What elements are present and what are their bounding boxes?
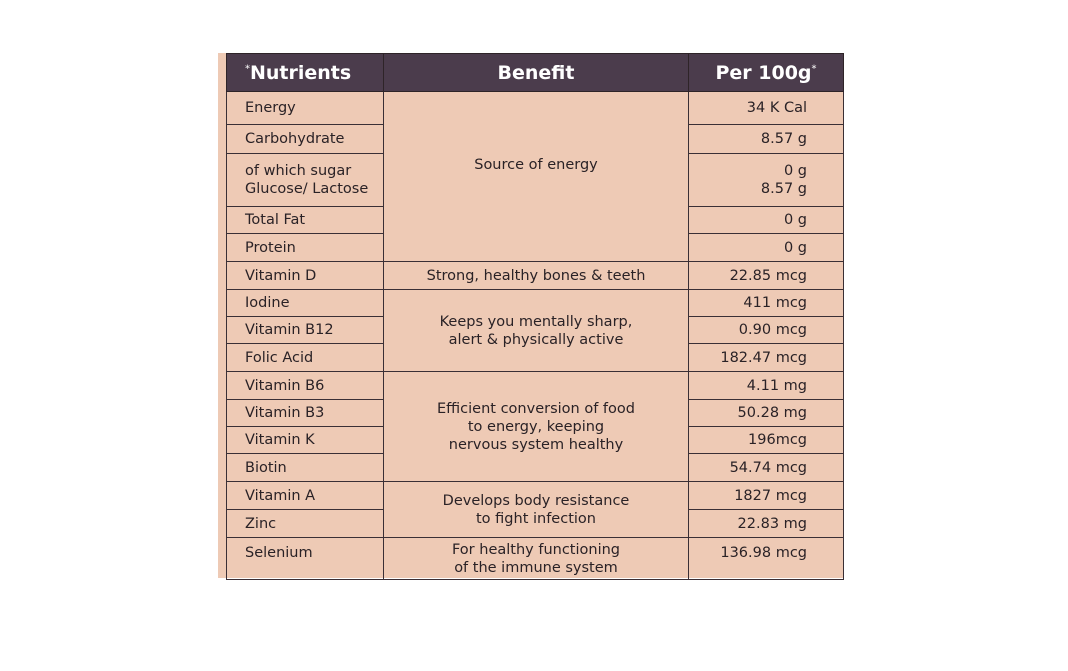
nutrition-table: *Nutrients Benefit Per 100g* Energy Sourc…	[226, 53, 844, 580]
nutrient-value: 182.47 mcg	[688, 343, 844, 372]
nutrient-name: Folic Acid	[226, 343, 384, 372]
nutrient-name: Vitamin B12	[226, 316, 384, 344]
asterisk: *	[811, 63, 817, 75]
nutrient-value: 411 mcg	[688, 289, 844, 317]
header-row: *Nutrients Benefit Per 100g*	[226, 53, 844, 92]
nutrient-name: Carbohydrate	[226, 124, 384, 154]
table-row: Vitamin D Strong, healthy bones & teeth 22…	[226, 261, 844, 290]
table-row: Vitamin K 196mcg	[226, 426, 844, 454]
table-row: Vitamin B3 50.28 mg	[226, 399, 844, 427]
nutrient-name: Vitamin D	[226, 261, 384, 290]
nutrient-value: 54.74 mcg	[688, 453, 844, 482]
header-nutrients-label: Nutrients	[250, 61, 352, 84]
nutrient-value: 8.57 g	[688, 124, 844, 154]
nutrient-name: Energy	[226, 91, 384, 125]
nutrient-name: Vitamin B6	[226, 371, 384, 400]
table-row: Total Fat 0 g	[226, 206, 844, 234]
table-row: Selenium For healthy functioning of the i…	[226, 537, 844, 580]
nutrient-name: Zinc	[226, 509, 384, 538]
nutrient-value: 196mcg	[688, 426, 844, 454]
nutrient-name: of which sugar Glucose/ Lactose	[226, 153, 384, 207]
benefit-cell: Efficient conversion of food to energy, …	[383, 371, 689, 482]
table-row: Iodine Keeps you mentally sharp, alert & …	[226, 289, 844, 372]
header-per-100g: Per 100g*	[688, 53, 844, 92]
nutrient-value: 0 g	[688, 233, 844, 262]
table-row: Biotin 54.74 mcg	[226, 453, 844, 482]
nutrient-name: Vitamin B3	[226, 399, 384, 427]
nutrient-value: 0.90 mcg	[688, 316, 844, 344]
benefit-cell: Develops body resistance to fight infect…	[383, 481, 689, 538]
nutrient-name: Iodine	[226, 289, 384, 317]
nutrient-name: Vitamin K	[226, 426, 384, 454]
nutrient-value: 0 g 8.57 g	[688, 153, 844, 207]
nutrient-value: 34 K Cal	[688, 91, 844, 125]
header-benefit: Benefit	[383, 53, 689, 92]
nutrient-value: 136.98 mcg	[688, 537, 844, 580]
nutrient-value: 22.83 mg	[688, 509, 844, 538]
benefit-cell: Source of energy	[383, 91, 689, 262]
table-row: of which sugar Glucose/ Lactose 0 g 8.57 …	[226, 153, 844, 207]
asterisk: *	[245, 63, 250, 75]
benefit-cell: Keeps you mentally sharp, alert & physic…	[383, 289, 689, 372]
nutrient-name: Vitamin A	[226, 481, 384, 510]
table-row: Energy Source of energy 34 K Cal	[226, 91, 844, 262]
nutrient-name: Protein	[226, 233, 384, 262]
table-row: Vitamin A Develops body resistance to fig…	[226, 481, 844, 538]
nutrient-name: Total Fat	[226, 206, 384, 234]
table-row: Vitamin B6 Efficient conversion of food t…	[226, 371, 844, 482]
header-per-label: Per 100g	[715, 61, 812, 84]
benefit-cell: Strong, healthy bones & teeth	[383, 261, 689, 290]
nutrient-name: Selenium	[226, 537, 384, 580]
nutrient-value: 4.11 mg	[688, 371, 844, 400]
nutrient-name: Biotin	[226, 453, 384, 482]
nutrient-value: 1827 mcg	[688, 481, 844, 510]
header-nutrients: *Nutrients	[226, 53, 384, 92]
benefit-cell: For healthy functioning of the immune sy…	[383, 537, 689, 580]
nutrient-value: 0 g	[688, 206, 844, 234]
table-row: Carbohydrate 8.57 g	[226, 124, 844, 154]
nutrient-value: 50.28 mg	[688, 399, 844, 427]
nutrient-value: 22.85 mcg	[688, 261, 844, 290]
